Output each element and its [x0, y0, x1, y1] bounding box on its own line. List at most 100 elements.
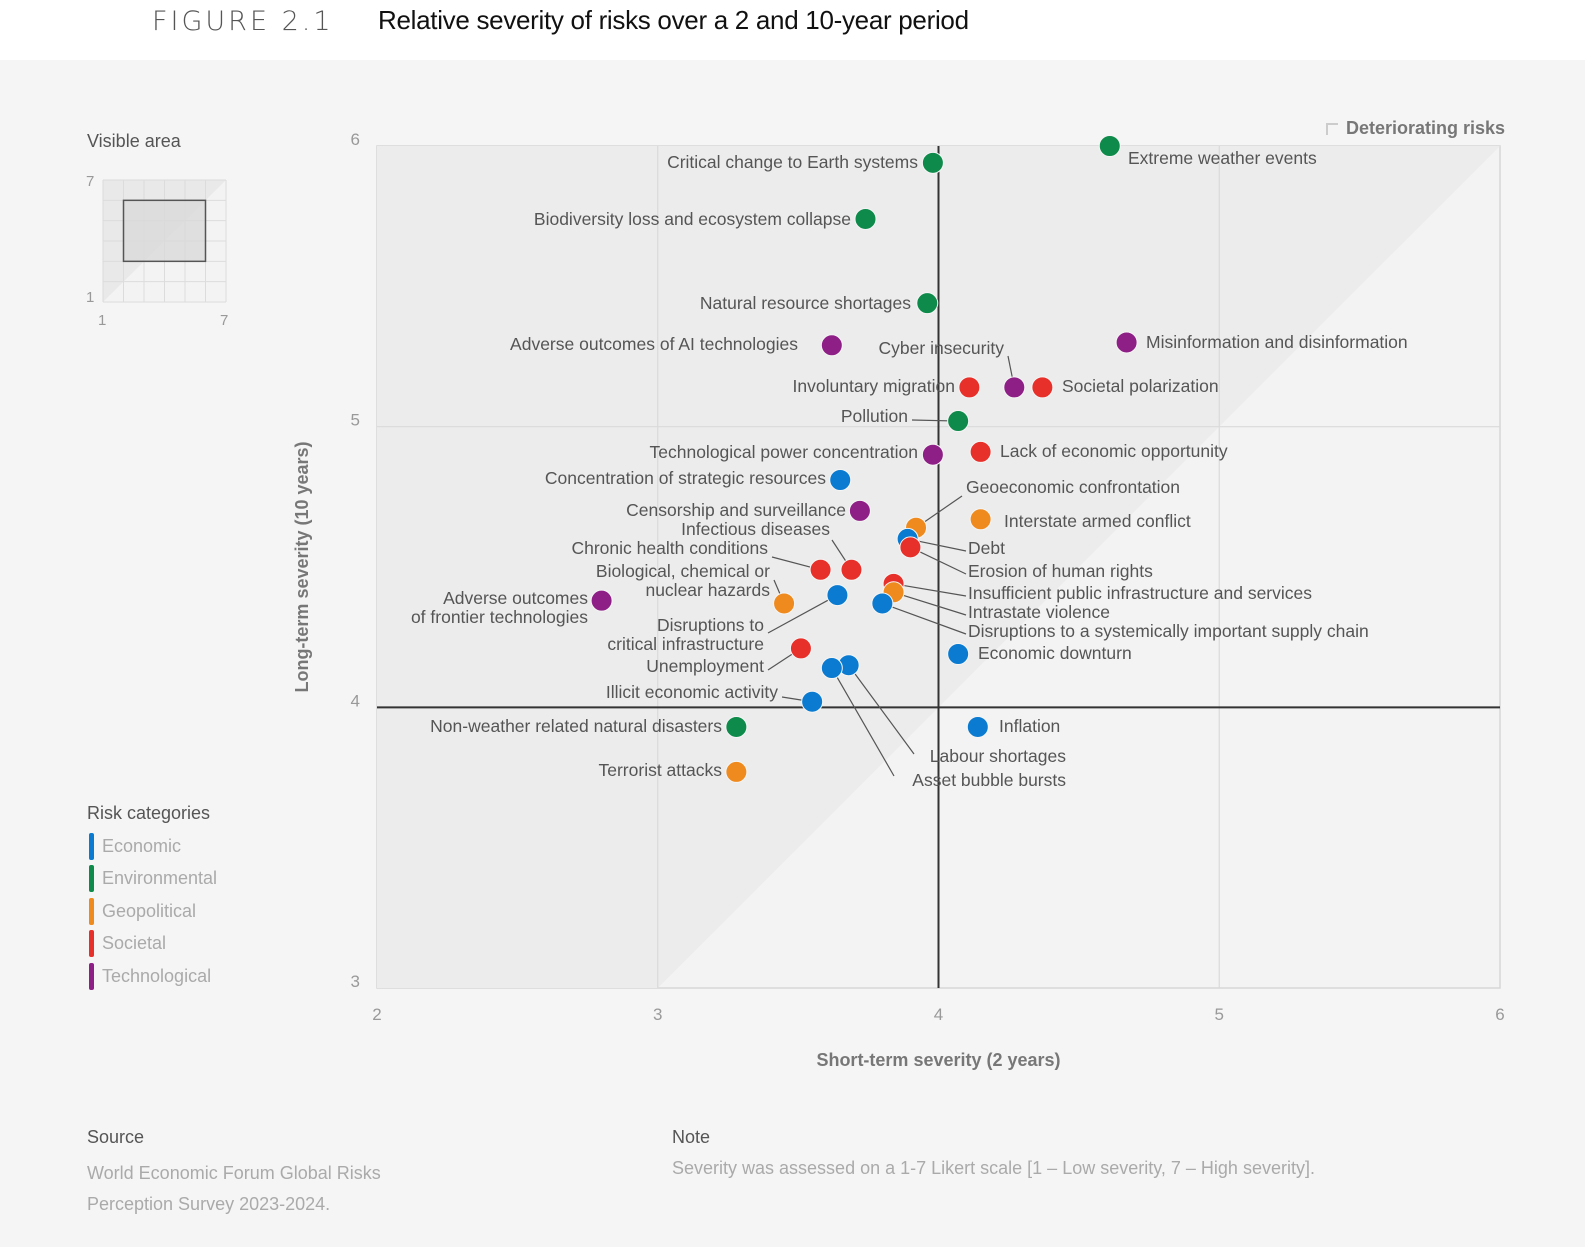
data-point-label: Censorship and surveillance — [626, 500, 846, 520]
data-point-label: Involuntary migration — [793, 376, 955, 396]
data-point[interactable] — [820, 334, 843, 357]
minimap-y-min: 1 — [86, 289, 94, 306]
legend-swatch — [89, 865, 94, 892]
legend-label: Geopolitical — [102, 900, 197, 921]
data-point-group: Censorship and surveillance — [626, 499, 871, 522]
visible-area-minimap[interactable]: 7 11 7 — [80, 170, 240, 335]
data-point[interactable] — [1115, 331, 1138, 354]
y-tick-label: 5 — [351, 411, 360, 430]
data-point[interactable] — [773, 592, 796, 615]
data-point[interactable] — [1031, 376, 1054, 399]
minimap-viewport-rect[interactable] — [122, 199, 207, 263]
leader-line — [767, 594, 838, 634]
data-point-label: Geoeconomic confrontation — [966, 477, 1180, 497]
legend-label: Environmental — [102, 868, 218, 888]
data-point-label: Critical change to Earth systems — [667, 152, 918, 172]
data-point-label: Lack of economic opportunity — [1000, 441, 1228, 461]
data-point-label: Disruptions to a systemically important … — [968, 621, 1369, 641]
data-point[interactable] — [789, 637, 812, 660]
data-point[interactable] — [854, 207, 877, 230]
data-point[interactable] — [916, 292, 939, 315]
data-point-group: Interstate armed conflict — [969, 508, 1191, 531]
y-tick-label: 4 — [351, 691, 360, 710]
data-point-label: Inflation — [999, 716, 1060, 736]
data-point[interactable] — [1098, 135, 1121, 157]
legend-swatch — [89, 897, 94, 925]
legend-item-environmental[interactable]: Environmental — [89, 865, 218, 892]
data-point-label: Intrastate violence — [968, 602, 1110, 622]
data-point-label: Pollution — [841, 406, 908, 426]
data-point[interactable] — [871, 592, 894, 615]
legend-label: Societal — [102, 933, 167, 953]
data-point-label: Illicit economic activity — [606, 682, 778, 702]
data-point-label: Infectious diseases — [681, 519, 830, 539]
legend-item-economic[interactable]: Economic — [89, 832, 181, 860]
data-point-label-line2: critical infrastructure — [607, 634, 764, 654]
data-point[interactable] — [921, 151, 944, 174]
data-point-group: Geoeconomic confrontation — [905, 477, 1180, 539]
data-point-label: Biodiversity loss and ecosystem collapse — [534, 209, 851, 229]
data-point-label: Adverse outcomes of AI technologies — [510, 334, 798, 354]
data-point[interactable] — [969, 508, 992, 531]
data-point[interactable] — [921, 443, 944, 466]
leader-line — [882, 602, 967, 635]
deteriorating-risks-label: Deteriorating risks — [1326, 118, 1505, 139]
data-point-label: Societal polarization — [1062, 376, 1219, 396]
x-tick-label: 6 — [1495, 1005, 1504, 1024]
data-point-label: Chronic health conditions — [571, 538, 768, 558]
data-point[interactable] — [899, 536, 922, 559]
data-point[interactable] — [801, 690, 824, 713]
data-point-group: Cyber insecurity — [879, 338, 1026, 399]
data-point-group: Misinformation and disinformation — [1115, 331, 1408, 354]
data-point-label: Unemployment — [646, 656, 764, 676]
leader-line — [848, 664, 915, 755]
data-point[interactable] — [969, 440, 992, 463]
data-point-group: Societal polarization — [1031, 376, 1219, 399]
data-point-group: Chronic health conditions — [571, 538, 832, 581]
data-point[interactable] — [829, 468, 852, 491]
data-point-group: Biodiversity loss and ecosystem collapse — [534, 207, 877, 230]
data-point[interactable] — [809, 558, 832, 581]
data-point-label: Extreme weather events — [1128, 148, 1317, 168]
data-point-group: Asset bubble bursts — [820, 657, 1066, 790]
data-point[interactable] — [826, 584, 849, 607]
note-title: Note — [672, 1127, 711, 1147]
legend-label: Technological — [102, 965, 212, 986]
data-point-group: Labour shortages — [837, 654, 1066, 766]
legend-swatch — [89, 832, 94, 860]
figure-number: FIGURE 2.1 — [152, 6, 334, 37]
data-point-group: Critical change to Earth systems — [667, 151, 944, 174]
data-point[interactable] — [958, 376, 981, 399]
legend-item-technological[interactable]: Technological — [89, 962, 212, 990]
data-point-label: Adverse outcomes — [443, 588, 588, 608]
figure-header: FIGURE 2.1 Relative severity of risks ov… — [0, 0, 1585, 60]
data-point[interactable] — [848, 499, 871, 522]
leader-line — [893, 583, 967, 597]
x-tick-label: 2 — [372, 1005, 381, 1024]
data-point-group: Erosion of human rights — [899, 536, 1153, 581]
data-point[interactable] — [1003, 376, 1026, 399]
data-point-label: Terrorist attacks — [599, 760, 723, 780]
legend-item-societal[interactable]: Societal — [89, 930, 167, 957]
data-point[interactable] — [840, 558, 863, 581]
leader-line — [831, 667, 895, 777]
data-point-label: Economic downturn — [978, 643, 1132, 663]
x-tick-label: 5 — [1215, 1005, 1224, 1024]
data-point[interactable] — [820, 657, 843, 680]
data-point[interactable] — [590, 589, 613, 612]
data-point[interactable] — [725, 715, 748, 738]
data-point[interactable] — [966, 715, 989, 738]
data-point-label: Asset bubble bursts — [912, 770, 1066, 790]
data-point-label-line2: nuclear hazards — [645, 580, 770, 600]
data-point-group: Inflation — [966, 715, 1060, 738]
data-point[interactable] — [947, 643, 970, 666]
data-point[interactable] — [725, 760, 748, 783]
data-point-group: Concentration of strategic resources — [545, 468, 852, 491]
data-point[interactable] — [947, 410, 970, 433]
data-point-group: Adverse outcomes of AI technologies — [510, 334, 843, 357]
legend-item-geopolitical[interactable]: Geopolitical — [89, 897, 197, 925]
data-point-label: Technological power concentration — [650, 442, 919, 462]
y-axis-label: Long-term severity (10 years) — [292, 441, 312, 692]
data-point-group: Involuntary migration — [793, 376, 981, 399]
